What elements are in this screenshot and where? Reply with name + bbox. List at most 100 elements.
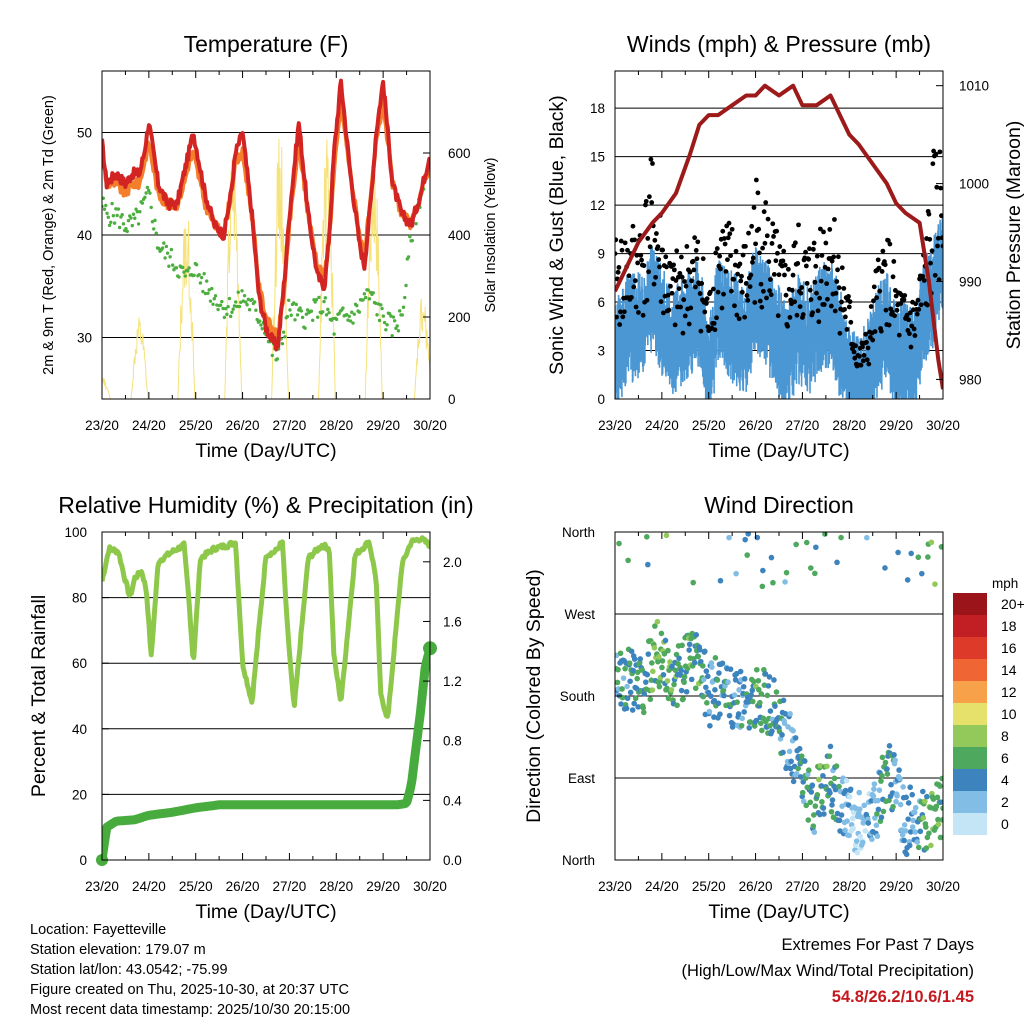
gust-point xyxy=(688,305,694,311)
direction-point xyxy=(620,675,627,681)
dewpoint-point xyxy=(232,304,237,308)
colorbar-title: mph xyxy=(992,576,1018,591)
colorbar-swatch xyxy=(953,747,987,769)
dewpoint-point xyxy=(352,312,357,316)
direction-point xyxy=(726,712,733,719)
gust-point xyxy=(887,241,893,247)
direction-point xyxy=(896,767,902,773)
extremes-subtitle: (High/Low/Max Wind/Total Precipitation) xyxy=(681,962,974,980)
dewpoint-point xyxy=(239,300,243,304)
gust-point xyxy=(810,246,816,252)
dewpoint-point xyxy=(334,317,339,322)
dewpoint-point xyxy=(125,229,129,234)
dewpoint-point xyxy=(367,297,372,301)
direction-point xyxy=(782,579,788,585)
direction-point xyxy=(686,641,693,648)
dewpoint-point xyxy=(138,210,142,214)
direction-point xyxy=(820,805,827,811)
gust-point xyxy=(810,310,815,316)
gust-point xyxy=(878,328,884,334)
dewpoint-point xyxy=(148,191,152,195)
dewpoint-point xyxy=(207,288,211,292)
dewpoint-point xyxy=(197,273,201,277)
gust-point xyxy=(703,301,709,306)
gust-point xyxy=(874,295,880,301)
direction-point xyxy=(932,581,938,587)
direction-point xyxy=(865,820,872,826)
direction-point xyxy=(630,667,636,674)
humidity-xtick-label: 30/20 xyxy=(413,879,447,894)
gust-point xyxy=(896,332,902,338)
direction-point xyxy=(693,632,700,638)
dewpoint-point xyxy=(131,212,136,216)
gust-point xyxy=(740,252,746,258)
gust-point xyxy=(661,310,666,316)
direction-point xyxy=(667,659,673,665)
gust-point xyxy=(711,320,717,326)
gust-point xyxy=(771,271,777,277)
direction-point xyxy=(868,798,875,804)
gust-point xyxy=(649,200,655,205)
gust-point xyxy=(753,177,759,183)
dewpoint-point xyxy=(357,310,362,314)
winds-xtick-label: 24/20 xyxy=(645,418,679,433)
gust-point xyxy=(927,236,933,242)
direction-point xyxy=(678,667,684,674)
dewpoint-point xyxy=(144,191,148,195)
gust-point xyxy=(680,330,686,336)
direction-point xyxy=(893,798,899,805)
latlon-text: Station lat/lon: 43.0542; -75.99 xyxy=(30,962,228,978)
direction-point xyxy=(672,667,679,674)
dewpoint-point xyxy=(326,307,330,312)
temperature-y2tick-label: 600 xyxy=(448,146,471,161)
direction-point xyxy=(926,830,932,837)
direction-point xyxy=(892,757,898,764)
gust-point xyxy=(615,237,619,243)
gust-point xyxy=(650,161,655,166)
dewpoint-point xyxy=(107,223,112,228)
colorbar-label: 4 xyxy=(1001,772,1009,788)
dewpoint-point xyxy=(323,296,327,300)
gust-point xyxy=(835,267,840,273)
gust-point xyxy=(698,328,704,334)
dewpoint-point xyxy=(215,303,219,307)
gust-point xyxy=(738,278,744,284)
direction-point xyxy=(843,777,850,784)
dewpoint-point xyxy=(371,291,375,295)
direction-point xyxy=(909,824,916,830)
gust-point xyxy=(871,284,877,290)
dewpoint-point xyxy=(230,310,234,314)
direction-point xyxy=(937,783,943,789)
direction-point xyxy=(642,679,649,685)
direction-point xyxy=(826,753,833,759)
direction-point xyxy=(827,790,833,796)
direction-point xyxy=(631,656,638,662)
direction-point xyxy=(879,754,886,761)
dewpoint-point xyxy=(317,295,321,300)
humidity-xtick-label: 29/20 xyxy=(366,879,400,894)
direction-point xyxy=(915,554,922,561)
direction-point xyxy=(925,554,931,560)
direction-point xyxy=(847,786,854,793)
dewpoint-point xyxy=(102,207,107,211)
extremes-title: Extremes For Past 7 Days xyxy=(781,936,974,954)
dewpoint-point xyxy=(234,300,238,304)
wind-direction-plot xyxy=(615,532,943,858)
winds-y2tick-label: 990 xyxy=(959,275,982,290)
direction-point xyxy=(715,700,722,707)
dewpoint-point xyxy=(216,307,220,312)
gust-point xyxy=(938,185,943,191)
direction-point xyxy=(829,797,836,803)
direction-point xyxy=(765,683,772,689)
solar-insolation-line xyxy=(130,317,149,399)
gust-point xyxy=(816,319,822,325)
direction-point xyxy=(842,787,849,794)
gust-point xyxy=(908,344,914,350)
gust-point xyxy=(819,253,825,258)
direction-point xyxy=(895,549,901,556)
humidity-y2tick-label: 0.0 xyxy=(443,853,462,868)
direction-point xyxy=(703,668,710,674)
gust-point xyxy=(926,211,932,217)
direction-point xyxy=(753,666,760,673)
dewpoint-point xyxy=(165,251,170,255)
